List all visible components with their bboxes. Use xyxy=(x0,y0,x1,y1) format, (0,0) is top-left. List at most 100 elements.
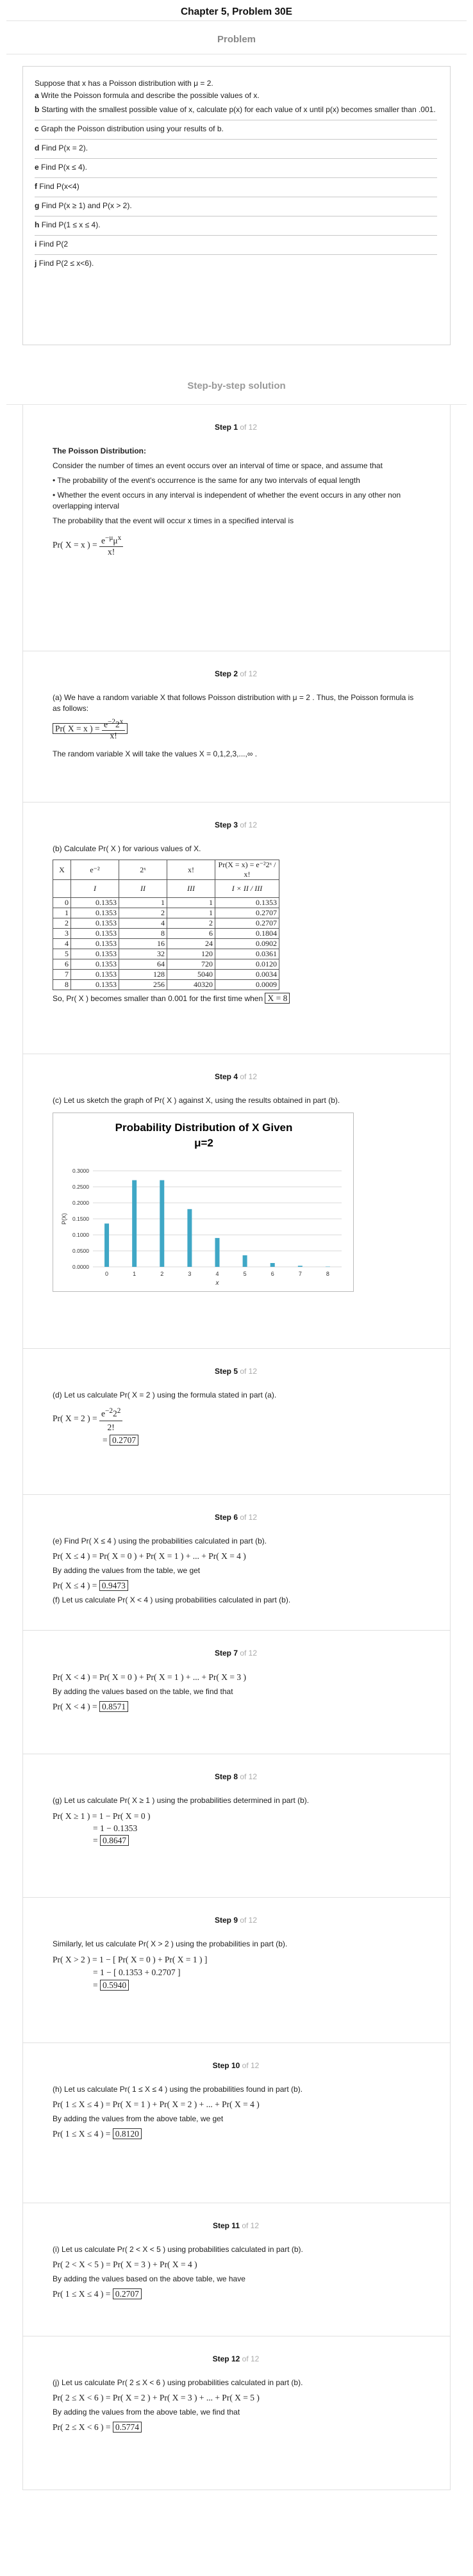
answer-box: X = 8 xyxy=(265,993,290,1004)
chart-svg: Probability Distribution of X Given μ=2 0.… xyxy=(61,1121,342,1287)
step12-text: (j) Let us calculate Pr( 2 ≤ X < 6 ) usi… xyxy=(53,2378,303,2387)
y-tick-label: 0.1000 xyxy=(72,1232,89,1238)
step-11: Step 11 of 12 (i) Let us calculate Pr( 2… xyxy=(22,2203,451,2336)
table-cell: 4 xyxy=(53,938,71,949)
answer-box: 0.8647 xyxy=(100,1835,129,1846)
table-cell: 128 xyxy=(119,969,167,980)
answer-box: 0.5940 xyxy=(100,1980,129,1991)
part-letter: h xyxy=(35,220,40,229)
part-text: Find P(2 ≤ x<6). xyxy=(38,259,94,268)
x-tick-label: 6 xyxy=(271,1271,274,1277)
step6-equation: Pr( X ≤ 4 ) = Pr( X = 0 ) + Pr( X = 1 ) … xyxy=(53,1551,246,1561)
step-title: Step 10 of 12 xyxy=(212,2061,260,2070)
answer-box: 0.2707 xyxy=(112,2288,142,2299)
step1-text: Consider the number of times an event oc… xyxy=(53,461,383,470)
step1-text: The probability that the event will occu… xyxy=(53,516,294,525)
step12-result: Pr( 2 ≤ X < 6 ) = 0.5774 xyxy=(53,2422,419,2433)
step-title: Step 8 of 12 xyxy=(214,1772,258,1781)
step-title: Step 2 of 12 xyxy=(214,669,258,678)
table-row: 4 0.1353 16 24 0.0902 xyxy=(53,938,279,949)
problem-part-f: f Find P(x<4) xyxy=(35,178,437,197)
step10-equation: Pr( 1 ≤ X ≤ 4 ) = Pr( X = 1 ) + Pr( X = … xyxy=(53,2099,260,2109)
problem-part-e: e Find P(x ≤ 4). xyxy=(35,159,437,178)
part-text: Find P(2 xyxy=(38,240,69,249)
x-tick-label: 0 xyxy=(105,1271,108,1277)
problem-intro: Suppose that x has a Poisson distributio… xyxy=(35,77,437,89)
step-5: Step 5 of 12 (d) Let us calculate Pr( X … xyxy=(22,1349,451,1495)
table-cell: 720 xyxy=(167,959,215,970)
step7-equation: Pr( X < 4 ) = Pr( X = 0 ) + Pr( X = 1 ) … xyxy=(53,1672,247,1682)
table-cell: 40320 xyxy=(167,979,215,990)
step1-bullet: • The probability of the event's occurre… xyxy=(53,476,360,485)
problem-part-j: j Find P(2 ≤ x<6). xyxy=(35,255,437,273)
step-title: Step 9 of 12 xyxy=(214,1916,258,1925)
part-text: Find P(x = 2). xyxy=(41,143,88,152)
answer-box: 0.8120 xyxy=(112,2128,142,2139)
chart-title: μ=2 xyxy=(194,1137,213,1149)
problem-part-b: b Starting with the smallest possible va… xyxy=(35,101,437,120)
table-cell: 2 xyxy=(53,918,71,929)
table-subheader: III xyxy=(167,879,215,898)
part-letter: c xyxy=(35,124,39,133)
table-cell: 0.1804 xyxy=(215,928,279,939)
problem-part-i: i Find P(2 xyxy=(35,236,437,255)
step11-equation: Pr( 2 < X < 5 ) = Pr( X = 3 ) + Pr( X = … xyxy=(53,2260,197,2269)
table-row: 3 0.1353 8 6 0.1804 xyxy=(53,928,279,939)
part-letter: i xyxy=(35,240,37,249)
table-cell: 1 xyxy=(167,908,215,918)
x-tick-label: 4 xyxy=(215,1271,219,1277)
table-header: Pr(X = x) = e⁻²2ˣ / x! xyxy=(215,860,279,880)
part-text: Write the Poisson formula and describe t… xyxy=(41,91,260,100)
problem-part-h: h Find P(1 ≤ x ≤ 4). xyxy=(35,216,437,236)
table-subheader: I × II / III xyxy=(215,879,279,898)
poisson-formula: Pr( X = x ) = e−μμx x! xyxy=(53,534,419,557)
step1-heading: The Poisson Distribution: xyxy=(53,446,146,455)
bar-0 xyxy=(104,1223,110,1267)
step10-text: By adding the values from the above tabl… xyxy=(53,2114,224,2123)
table-cell: 0.1353 xyxy=(71,908,119,918)
step-title: Step 6 of 12 xyxy=(214,1513,258,1522)
poisson-chart: Probability Distribution of X Given μ=2 0.… xyxy=(53,1113,354,1292)
table-cell: 0.1353 xyxy=(71,969,119,980)
step7-text: By adding the values based on the table,… xyxy=(53,1687,233,1696)
bar-1 xyxy=(132,1180,137,1267)
bar-7 xyxy=(297,1266,303,1267)
table-cell: 0.1353 xyxy=(71,949,119,959)
table-cell: 32 xyxy=(119,949,167,959)
table-cell: 6 xyxy=(167,928,215,939)
y-tick-label: 0.3000 xyxy=(72,1168,89,1174)
step-title: Step 7 of 12 xyxy=(214,1649,258,1658)
table-cell: 5040 xyxy=(167,969,215,980)
bar-4 xyxy=(215,1237,220,1267)
table-cell: 0.0009 xyxy=(215,979,279,990)
step-2: Step 2 of 12 (a) We have a random variab… xyxy=(22,651,451,803)
intro-text: Suppose that x has a Poisson distributio… xyxy=(35,79,213,88)
table-cell: 3 xyxy=(53,928,71,939)
table-cell: 0.1353 xyxy=(71,979,119,990)
y-axis-label: P(X) xyxy=(61,1213,67,1225)
step-title: Step 3 of 12 xyxy=(214,820,258,829)
step-9: Step 9 of 12 Similarly, let us calculate… xyxy=(22,1898,451,2043)
table-cell: 0.1353 xyxy=(71,897,119,908)
step9-equation: Pr( X > 2 ) = 1 − [ Pr( X = 0 ) + Pr( X … xyxy=(53,1955,208,1991)
table-cell: 16 xyxy=(119,938,167,949)
x-tick-label: 8 xyxy=(326,1271,329,1277)
step-8: Step 8 of 12 (g) Let us calculate Pr( X … xyxy=(22,1754,451,1898)
table-cell: 2 xyxy=(119,908,167,918)
problem-part-c: c Graph the Poisson distribution using y… xyxy=(35,120,437,140)
step-title: Step 12 of 12 xyxy=(212,2354,260,2363)
table-cell: 120 xyxy=(167,949,215,959)
table-cell: 0.1353 xyxy=(71,938,119,949)
table-cell: 2 xyxy=(167,918,215,929)
step-1: Step 1 of 12 The Poisson Distribution: C… xyxy=(22,405,451,651)
part-letter: b xyxy=(35,105,40,114)
table-cell: 7 xyxy=(53,969,71,980)
part-text: Find P(x ≤ 4). xyxy=(41,163,87,172)
x-tick-label: 7 xyxy=(299,1271,302,1277)
table-cell: 64 xyxy=(119,959,167,970)
divider xyxy=(6,404,467,405)
bar-2 xyxy=(160,1180,165,1267)
step2-values: The random variable X will take the valu… xyxy=(53,749,258,758)
bar-6 xyxy=(270,1263,275,1267)
step2-text: (a) We have a random variable X that fol… xyxy=(53,693,414,713)
